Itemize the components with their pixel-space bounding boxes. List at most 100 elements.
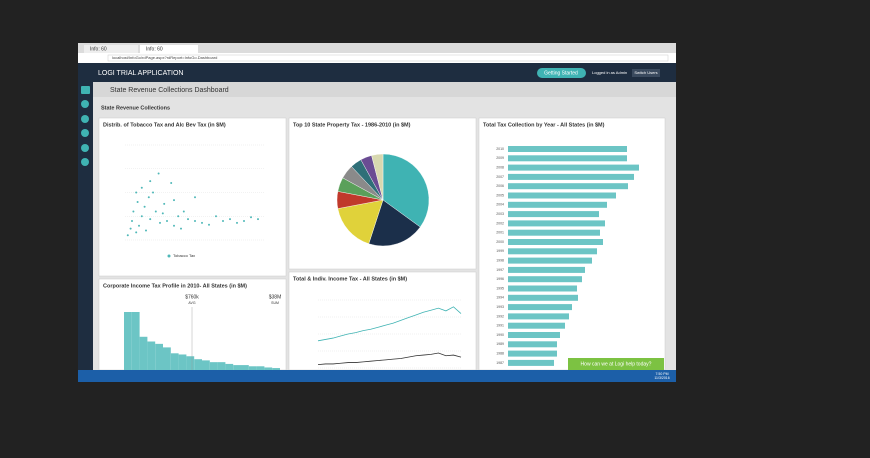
scatter-point <box>194 196 196 199</box>
tab-label: Info: 60 <box>146 46 163 52</box>
bar <box>163 347 171 370</box>
scatter-point <box>257 218 259 221</box>
bar <box>508 192 616 199</box>
legend-swatch <box>167 254 171 258</box>
scatter-point <box>149 180 152 183</box>
annotation: AVG <box>188 301 195 305</box>
y-tick-label: 1997 <box>496 268 504 272</box>
scatter-point <box>135 231 138 234</box>
bar <box>508 164 639 171</box>
scatter-point <box>136 201 139 203</box>
bar <box>272 368 280 370</box>
address-bar[interactable] <box>107 54 669 62</box>
scatter-point <box>250 216 252 219</box>
y-tick-label: 1991 <box>496 324 504 328</box>
panel-title: Distrib. of Tobacco Tax and Alc Bev Tax … <box>103 122 226 128</box>
y-tick-label: 1990 <box>496 333 504 337</box>
bar <box>264 367 273 370</box>
bar <box>508 248 597 255</box>
bar <box>508 304 572 311</box>
scatter-point <box>140 186 143 189</box>
scatter-point <box>163 202 166 205</box>
bar <box>508 201 607 208</box>
scatter-point <box>126 234 129 237</box>
bar <box>508 266 585 273</box>
bar <box>508 239 603 245</box>
scatter-point <box>143 205 146 208</box>
scatter-point <box>131 220 133 222</box>
bar <box>202 360 210 370</box>
scatter-point <box>140 215 143 218</box>
scatter-point <box>236 221 238 224</box>
scatter-point <box>215 215 217 218</box>
bar <box>225 363 234 370</box>
pie-slice <box>337 199 384 245</box>
y-tick-label: 1994 <box>496 296 504 300</box>
scatter-point <box>132 210 135 213</box>
bar <box>508 285 577 292</box>
pie-slice <box>382 153 430 228</box>
scatter-point <box>129 227 132 230</box>
scatter-point <box>180 227 182 230</box>
bar <box>147 341 156 370</box>
annotation: SUM <box>271 301 279 305</box>
bar <box>508 183 628 190</box>
bar <box>508 322 565 329</box>
sidebar <box>78 82 93 370</box>
address: localhost/InfoGo/rdPage.aspx?rdReport=In… <box>112 55 217 60</box>
pie-slice <box>371 153 384 201</box>
y-tick-label: 2007 <box>496 175 504 179</box>
y-tick-label: 1988 <box>496 352 504 356</box>
panel-title: Total Tax Collection by Year - All State… <box>483 122 605 128</box>
scatter-point <box>208 223 210 226</box>
scatter-point <box>145 229 147 232</box>
clock-time: 7:50 PM <box>655 372 668 376</box>
scatter-point <box>138 224 140 227</box>
scatter-point <box>149 218 152 221</box>
scatter-point <box>222 220 224 222</box>
bar <box>508 341 557 348</box>
clock-date: 11/3/2016 <box>654 376 669 380</box>
y-tick-label: 2004 <box>496 203 504 207</box>
button-label: Getting Started <box>544 70 578 76</box>
scatter-point <box>173 199 175 202</box>
line-series <box>317 306 462 342</box>
y-tick-label: 2003 <box>496 212 504 216</box>
bar <box>139 336 148 370</box>
scatter-point <box>135 191 138 194</box>
tab-strip <box>78 43 676 53</box>
y-tick-label: 1993 <box>496 305 504 309</box>
bar <box>170 353 179 370</box>
taskbar <box>78 370 676 382</box>
chat-button[interactable] <box>568 358 664 370</box>
y-tick-label: 2009 <box>496 156 504 160</box>
tab[interactable] <box>140 45 198 53</box>
annotation: $38M <box>269 294 282 300</box>
scatter-point <box>177 215 180 218</box>
sidebar-icons <box>81 86 90 166</box>
bar <box>155 343 163 370</box>
scatter-point <box>173 224 175 227</box>
panel <box>288 271 477 370</box>
y-tick-label: 2008 <box>496 166 504 170</box>
panel-title: Corporate Income Tax Profile in 2010- Al… <box>103 283 247 289</box>
legend-label: Tobacco Tax <box>173 253 195 258</box>
login-status: Logged in as Admin <box>592 70 627 75</box>
switch-users-button[interactable] <box>632 69 660 77</box>
line-series <box>317 352 462 365</box>
getting-started-button[interactable] <box>537 68 586 78</box>
scatter-point <box>166 220 168 222</box>
y-tick-label: 2005 <box>496 193 504 197</box>
y-tick-label: 1995 <box>496 286 504 290</box>
tab-label: Info: 60 <box>90 46 107 52</box>
scatter-point <box>154 210 157 213</box>
panels: Distrib. of Tobacco Tax and Alc Bev Tax … <box>98 117 666 370</box>
dashboard-tab[interactable]: State Revenue Collections <box>101 105 170 111</box>
bar <box>256 366 265 370</box>
bar <box>508 350 557 357</box>
scatter-point <box>201 221 203 224</box>
tab[interactable] <box>84 45 138 53</box>
bar <box>248 366 257 370</box>
